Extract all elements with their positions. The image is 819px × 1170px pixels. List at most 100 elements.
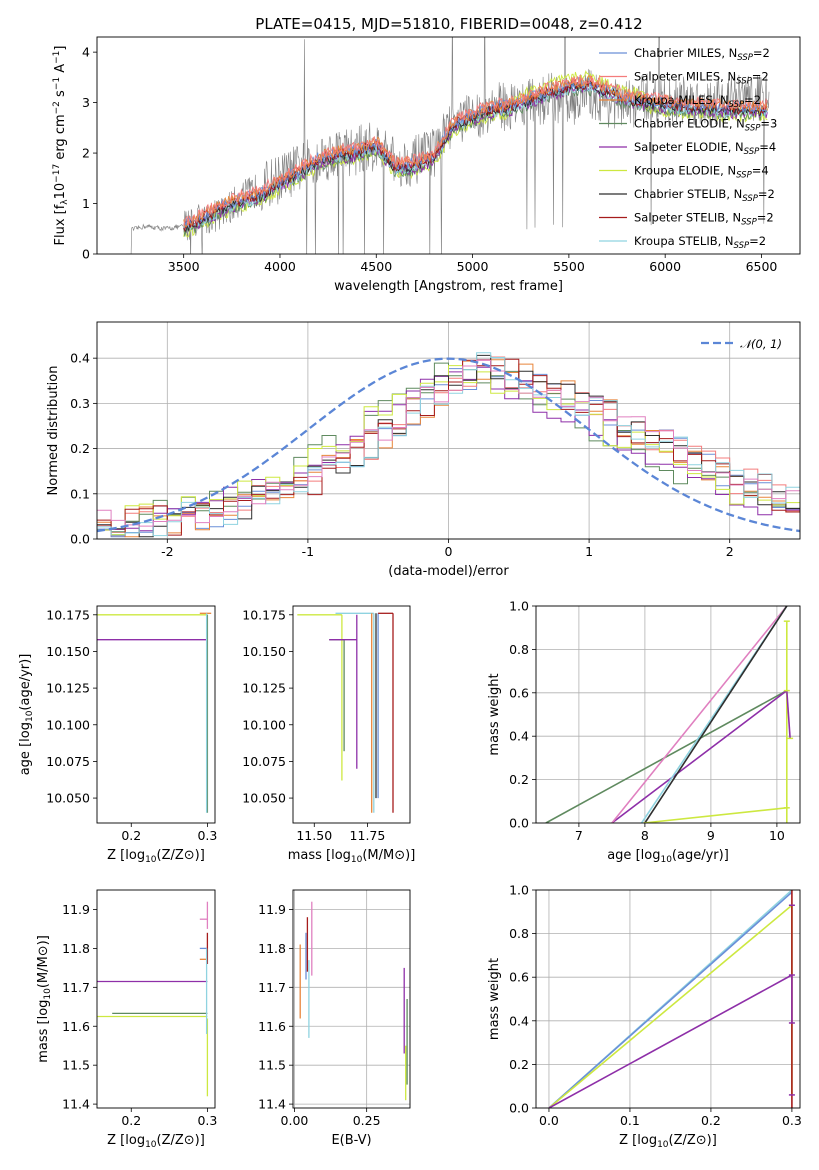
panel-age-vs-Z: 0.2 0.3 10.050 10.075 10.100 10.125 10.150 10.1… <box>18 605 217 865</box>
residual-histogram <box>97 354 800 538</box>
legend-entry: Salpeter STELIB, NSSP=2 <box>634 211 774 228</box>
y-tick-label: 1.0 <box>509 599 529 614</box>
x-tick-label: 4000 <box>264 259 296 274</box>
legend-entry: Salpeter MILES, NSSP=2 <box>634 70 769 87</box>
axis-decorations: 7 8 9 10 0.0 0.2 0.4 0.6 0.8 1.0 age [log10(age/yr… <box>487 599 801 865</box>
y-tick-label: 11.8 <box>62 941 90 956</box>
panels: 3500 4000 4500 5000 5500 6000 6500 0 1 2 3 4 wavelen… <box>18 36 802 1150</box>
panel-spectrum: 3500 4000 4500 5000 5500 6000 6500 0 1 2 3 4 wavelen… <box>52 36 801 294</box>
y-axis-label: age [log10(age/yr)] <box>18 654 35 776</box>
axes-frame <box>96 605 216 824</box>
x-tick-label: -1 <box>302 544 314 559</box>
axes-frame <box>96 321 801 540</box>
x-tick-label: 0.00 <box>281 1113 309 1128</box>
y-tick-label: 11.7 <box>62 980 90 995</box>
y-tick-label: 0.6 <box>509 970 529 985</box>
legend-entry: Kroupa ELODIE, NSSP=4 <box>634 164 769 181</box>
legend-entry: Kroupa STELIB, NSSP=2 <box>634 234 766 251</box>
y-tick-label: 10.125 <box>46 681 90 696</box>
model-spectrum <box>183 74 768 227</box>
y-tick-label: 0.8 <box>509 642 529 657</box>
y-tick-label: 0.6 <box>509 685 529 700</box>
x-tick-label: 9 <box>707 828 715 843</box>
data-line <box>545 689 788 823</box>
axes-frame <box>535 605 801 824</box>
data-line <box>786 690 791 739</box>
y-tick-label: 0.3 <box>70 396 90 411</box>
data-line <box>548 904 793 1108</box>
y-tick-label: 0.2 <box>509 1057 529 1072</box>
x-tick-label: 0.3 <box>782 1113 802 1128</box>
y-tick-label: 11.5 <box>62 1058 90 1073</box>
y-tick-label: 10.100 <box>46 717 90 732</box>
y-tick-label: 0.1 <box>70 486 90 501</box>
y-tick-label: 10.150 <box>242 644 286 659</box>
legend-entry: Chabrier STELIB, NSSP=2 <box>634 187 775 204</box>
data-line <box>644 606 788 823</box>
x-tick-label: 7 <box>575 828 583 843</box>
legend-entry: Kroupa MILES, NSSP=2 <box>634 93 761 110</box>
x-tick-label: 0.2 <box>701 1113 721 1128</box>
x-tick-label: 5500 <box>553 259 585 274</box>
data-line <box>611 689 788 823</box>
y-axis-label: mass [log10(M/M⊙)] <box>36 935 53 1063</box>
grid-lines <box>293 890 410 1108</box>
x-axis-label: age [log10(age/yr)] <box>607 848 729 865</box>
y-tick-label: 11.6 <box>62 1019 90 1034</box>
x-tick-label: 0.1 <box>620 1113 640 1128</box>
x-tick-label: 11.50 <box>296 828 332 843</box>
observed-spectrum <box>125 37 770 254</box>
normal-curve <box>97 357 800 533</box>
x-axis-label: wavelength [Angstrom, rest frame] <box>334 279 563 294</box>
legend: Chabrier MILES, NSSP=2 Salpeter MILES, NS… <box>599 46 777 251</box>
data-line <box>611 606 788 823</box>
x-tick-label: 0.2 <box>121 1113 141 1128</box>
axis-decorations: 11.50 11.75 10.050 10.075 10.100 10.125 10.150… <box>242 605 415 865</box>
y-tick-label: 1 <box>82 196 90 211</box>
axes-frame <box>96 36 801 255</box>
x-tick-label: 6000 <box>649 259 681 274</box>
panel-residuals: -2 -1 0 1 2 0.0 0.1 0.2 0.3 0.4 (data-model)/error… <box>46 321 801 579</box>
y-tick-label: 10.075 <box>242 754 286 769</box>
axis-decorations: 0.00 0.25 11.4 11.5 11.6 11.7 11.8 11.9 E(B-V) <box>258 889 411 1148</box>
data-line <box>548 891 793 1108</box>
x-tick-label: 0.2 <box>121 828 141 843</box>
axis-decorations: 0.2 0.3 11.4 11.5 11.6 11.7 11.8 11.9 Z [log10(Z… <box>36 889 217 1150</box>
x-tick-label: 3500 <box>168 259 200 274</box>
plot-area <box>125 37 770 254</box>
x-axis-label: Z [log10(Z/Z⊙)] <box>107 1133 205 1150</box>
axes-frame <box>292 889 411 1109</box>
y-tick-label: 11.7 <box>258 980 286 995</box>
x-axis-label: Z [log10(Z/Z⊙)] <box>107 848 205 865</box>
y-tick-label: 0.2 <box>509 772 529 787</box>
plot-area <box>97 612 212 813</box>
y-axis-label: Normed distribution <box>46 366 61 496</box>
axes-frame <box>292 605 411 824</box>
x-tick-label: 2 <box>726 544 734 559</box>
axes-frame <box>535 889 801 1109</box>
panel-mass-vs-Z: 0.2 0.3 11.4 11.5 11.6 11.7 11.8 11.9 Z [log10(Z… <box>36 889 217 1150</box>
x-tick-label: 0 <box>445 544 453 559</box>
data-line <box>643 807 787 823</box>
y-tick-label: 3 <box>82 95 90 110</box>
legend-entry: Salpeter ELODIE, NSSP=4 <box>634 140 776 157</box>
x-tick-label: 0.0 <box>539 1113 559 1128</box>
x-tick-label: 0.3 <box>197 1113 217 1128</box>
y-tick-label: 10.075 <box>46 754 90 769</box>
figure-title: PLATE=0415, MJD=51810, FIBERID=0048, z=0… <box>255 15 642 33</box>
plot-area <box>97 901 209 1097</box>
y-tick-label: 11.8 <box>258 941 286 956</box>
x-tick-label: -2 <box>161 544 173 559</box>
legend-entry: 𝒩(0, 1) <box>740 337 782 351</box>
plot-area <box>545 606 794 823</box>
axes-frame <box>96 889 216 1109</box>
residual-histogram <box>97 365 800 535</box>
plot-area <box>299 901 408 1101</box>
y-tick-label: 11.6 <box>258 1019 286 1034</box>
legend-entry: Chabrier ELODIE, NSSP=3 <box>634 117 777 134</box>
y-tick-label: 0 <box>82 247 90 262</box>
x-tick-label: 6500 <box>746 259 778 274</box>
y-tick-label: 0.8 <box>509 926 529 941</box>
